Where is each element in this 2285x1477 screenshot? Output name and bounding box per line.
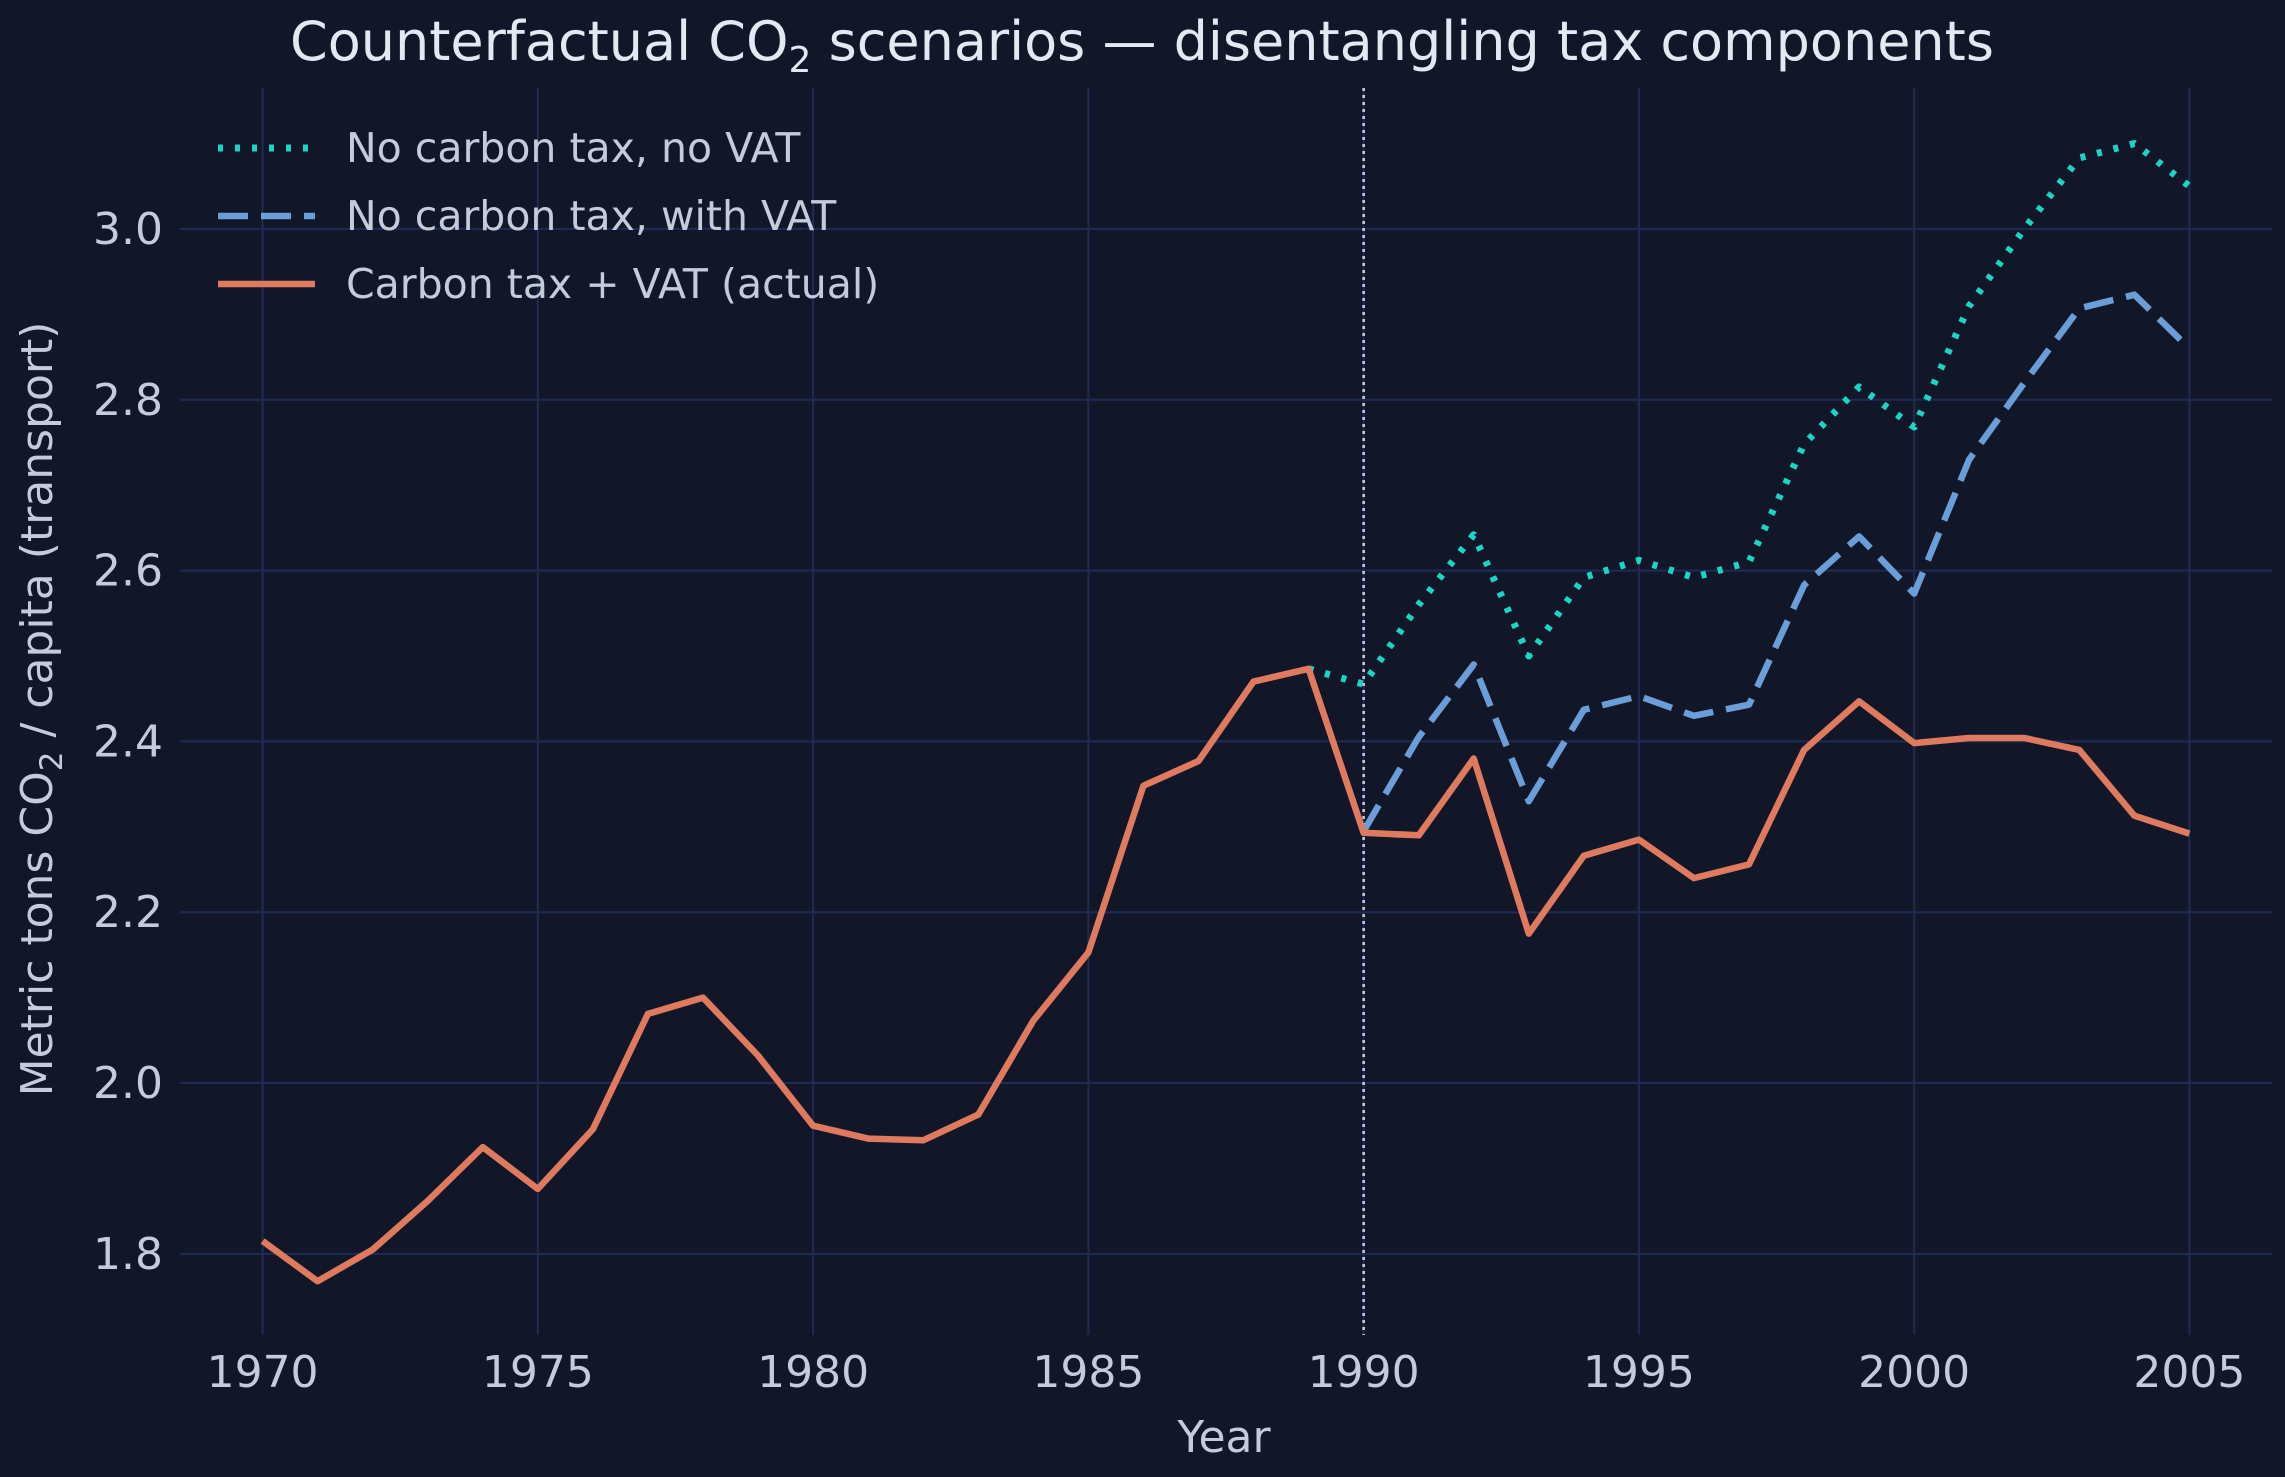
x-tick-label: 1980 bbox=[757, 1347, 869, 1398]
legend-label-2: No carbon tax, with VAT bbox=[346, 192, 837, 240]
x-tick-label: 1985 bbox=[1032, 1347, 1144, 1398]
y-tick-label: 2.8 bbox=[93, 375, 163, 426]
y-tick-label: 2.4 bbox=[93, 716, 163, 767]
y-tick-label: 3.0 bbox=[93, 204, 163, 255]
y-tick-label: 2.0 bbox=[93, 1058, 163, 1109]
series-line-2 bbox=[1360, 291, 2192, 833]
y-axis-label: Metric tons CO2 / capita (transport) bbox=[12, 322, 70, 1097]
series-line-3 bbox=[260, 665, 2191, 1285]
legend-label-3: Carbon tax + VAT (actual) bbox=[346, 260, 879, 308]
x-tick-label: 1970 bbox=[207, 1347, 319, 1398]
series-layer bbox=[260, 140, 2192, 1285]
y-tick-label: 2.2 bbox=[93, 887, 163, 938]
x-tick-labels: 1970 1975 1980 1985 1990 1995 2000 2005 bbox=[207, 1347, 2246, 1398]
legend-label-1: No carbon tax, no VAT bbox=[346, 124, 801, 172]
y-tick-labels: 1.8 2.0 2.2 2.4 2.6 2.8 3.0 bbox=[93, 204, 163, 1280]
x-tick-label: 2000 bbox=[1858, 1347, 1970, 1398]
y-tick-label: 1.8 bbox=[93, 1229, 163, 1280]
x-tick-label: 1990 bbox=[1308, 1347, 1420, 1398]
x-tick-label: 1995 bbox=[1583, 1347, 1695, 1398]
y-tick-label: 2.6 bbox=[93, 546, 163, 597]
x-tick-label: 2005 bbox=[2133, 1347, 2245, 1398]
legend: No carbon tax, no VAT No carbon tax, with… bbox=[218, 124, 879, 308]
x-axis-label: Year bbox=[1176, 1412, 1271, 1463]
grid bbox=[180, 88, 2272, 1335]
x-tick-label: 1975 bbox=[482, 1347, 594, 1398]
chart-title: Counterfactual CO2 scenarios — disentang… bbox=[290, 10, 1994, 81]
